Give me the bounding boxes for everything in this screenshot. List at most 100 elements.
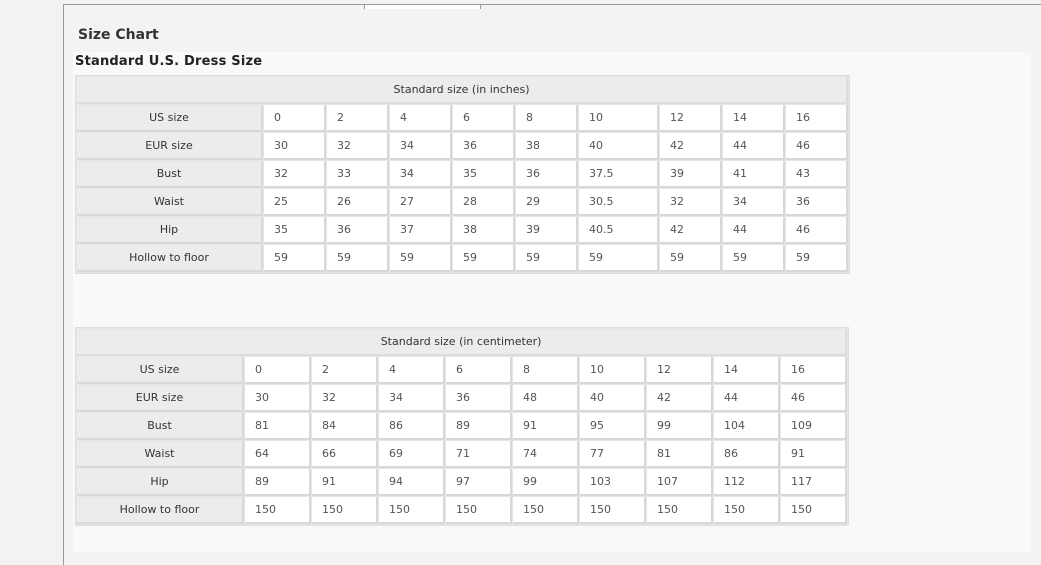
table-cell: 30 xyxy=(245,385,311,412)
table-cell: 32 xyxy=(660,189,722,216)
table-cell: 2 xyxy=(312,357,378,384)
table-cell: 6 xyxy=(453,105,515,132)
table-cell: 107 xyxy=(647,469,713,496)
table-cell: 150 xyxy=(379,497,445,524)
table-cell: 94 xyxy=(379,469,445,496)
section-subtitle: Standard U.S. Dress Size xyxy=(75,54,263,69)
table-cell: 37.5 xyxy=(579,161,659,188)
table-cell: 59 xyxy=(786,245,849,272)
table-cell: 150 xyxy=(513,497,579,524)
table-cell: 38 xyxy=(453,217,515,244)
table-cell: 59 xyxy=(723,245,785,272)
table-cell: 112 xyxy=(714,469,780,496)
row-label: Hip xyxy=(77,469,244,496)
table-cell: 6 xyxy=(446,357,512,384)
table-cell: 46 xyxy=(786,217,849,244)
table-cell: 4 xyxy=(379,357,445,384)
table-row: EUR size 30 32 34 36 48 40 42 44 46 xyxy=(77,385,848,412)
caption-row: Standard size (in inches) xyxy=(77,77,849,104)
table-cell: 150 xyxy=(446,497,512,524)
tab[interactable] xyxy=(364,5,481,9)
table-cell: 32 xyxy=(327,133,389,160)
table-cell: 26 xyxy=(327,189,389,216)
table-cell: 91 xyxy=(781,441,848,468)
table-cell: 36 xyxy=(786,189,849,216)
table-cell: 4 xyxy=(390,105,452,132)
table-cell: 35 xyxy=(453,161,515,188)
row-label: US size xyxy=(77,357,244,384)
table-cell: 36 xyxy=(446,385,512,412)
table-cell: 48 xyxy=(513,385,579,412)
table-cell: 150 xyxy=(580,497,646,524)
table-cell: 30.5 xyxy=(579,189,659,216)
table-cell: 81 xyxy=(647,441,713,468)
table-cell: 86 xyxy=(379,413,445,440)
table-cell: 43 xyxy=(786,161,849,188)
table-cell: 36 xyxy=(327,217,389,244)
table-cell: 39 xyxy=(660,161,722,188)
table-cell: 99 xyxy=(513,469,579,496)
table-cell: 66 xyxy=(312,441,378,468)
table-cell: 42 xyxy=(660,133,722,160)
table-row: US size 0 2 4 6 8 10 12 14 16 xyxy=(77,105,849,132)
table-cell: 16 xyxy=(781,357,848,384)
table-cell: 34 xyxy=(390,133,452,160)
table-cell: 16 xyxy=(786,105,849,132)
size-table-centimeter: Standard size (in centimeter) US size 0 2 4 6… xyxy=(75,327,850,526)
table-cell: 150 xyxy=(714,497,780,524)
table-cell: 40 xyxy=(580,385,646,412)
table-cell: 74 xyxy=(513,441,579,468)
table-cell: 0 xyxy=(264,105,326,132)
table-cell: 64 xyxy=(245,441,311,468)
table-cell: 40 xyxy=(579,133,659,160)
table-cell: 33 xyxy=(327,161,389,188)
table-cell: 150 xyxy=(245,497,311,524)
table-cell: 27 xyxy=(390,189,452,216)
table-cell: 95 xyxy=(580,413,646,440)
row-label: Bust xyxy=(77,413,244,440)
row-label: Waist xyxy=(77,441,244,468)
table-cell: 59 xyxy=(660,245,722,272)
table-cell: 84 xyxy=(312,413,378,440)
table-cell: 44 xyxy=(723,133,785,160)
table-cell: 28 xyxy=(453,189,515,216)
table-cell: 44 xyxy=(723,217,785,244)
table-row: Hollow to floor 59 59 59 59 59 59 59 59 59 xyxy=(77,245,849,272)
row-label: Hip xyxy=(77,217,263,244)
table-cell: 103 xyxy=(580,469,646,496)
table-cell: 91 xyxy=(513,413,579,440)
table-cell: 150 xyxy=(647,497,713,524)
table-cell: 86 xyxy=(714,441,780,468)
row-label: EUR size xyxy=(77,133,263,160)
table-cell: 37 xyxy=(390,217,452,244)
table-cell: 38 xyxy=(516,133,578,160)
table-cell: 32 xyxy=(312,385,378,412)
table-row: Hip 89 91 94 97 99 103 107 112 117 xyxy=(77,469,848,496)
table-cell: 8 xyxy=(516,105,578,132)
table-cell: 91 xyxy=(312,469,378,496)
row-label: EUR size xyxy=(77,385,244,412)
table-cell: 69 xyxy=(379,441,445,468)
row-label: Hollow to floor xyxy=(77,497,244,524)
table-cell: 32 xyxy=(264,161,326,188)
table-cell: 8 xyxy=(513,357,579,384)
table-cell: 89 xyxy=(245,469,311,496)
table-cell: 104 xyxy=(714,413,780,440)
table-cell: 30 xyxy=(264,133,326,160)
row-label: Waist xyxy=(77,189,263,216)
table-cell: 109 xyxy=(781,413,848,440)
caption-row: Standard size (in centimeter) xyxy=(77,329,848,356)
table-cell: 71 xyxy=(446,441,512,468)
table-cell: 117 xyxy=(781,469,848,496)
table-cell: 89 xyxy=(446,413,512,440)
table-cell: 42 xyxy=(660,217,722,244)
table-cell: 81 xyxy=(245,413,311,440)
table-cell: 59 xyxy=(516,245,578,272)
table-row: Hollow to floor 150 150 150 150 150 150 150 150 1… xyxy=(77,497,848,524)
table-cell: 150 xyxy=(312,497,378,524)
table-row: US size 0 2 4 6 8 10 12 14 16 xyxy=(77,357,848,384)
table-cell: 59 xyxy=(453,245,515,272)
table-cell: 36 xyxy=(516,161,578,188)
table-cell: 59 xyxy=(327,245,389,272)
table-cell: 14 xyxy=(723,105,785,132)
